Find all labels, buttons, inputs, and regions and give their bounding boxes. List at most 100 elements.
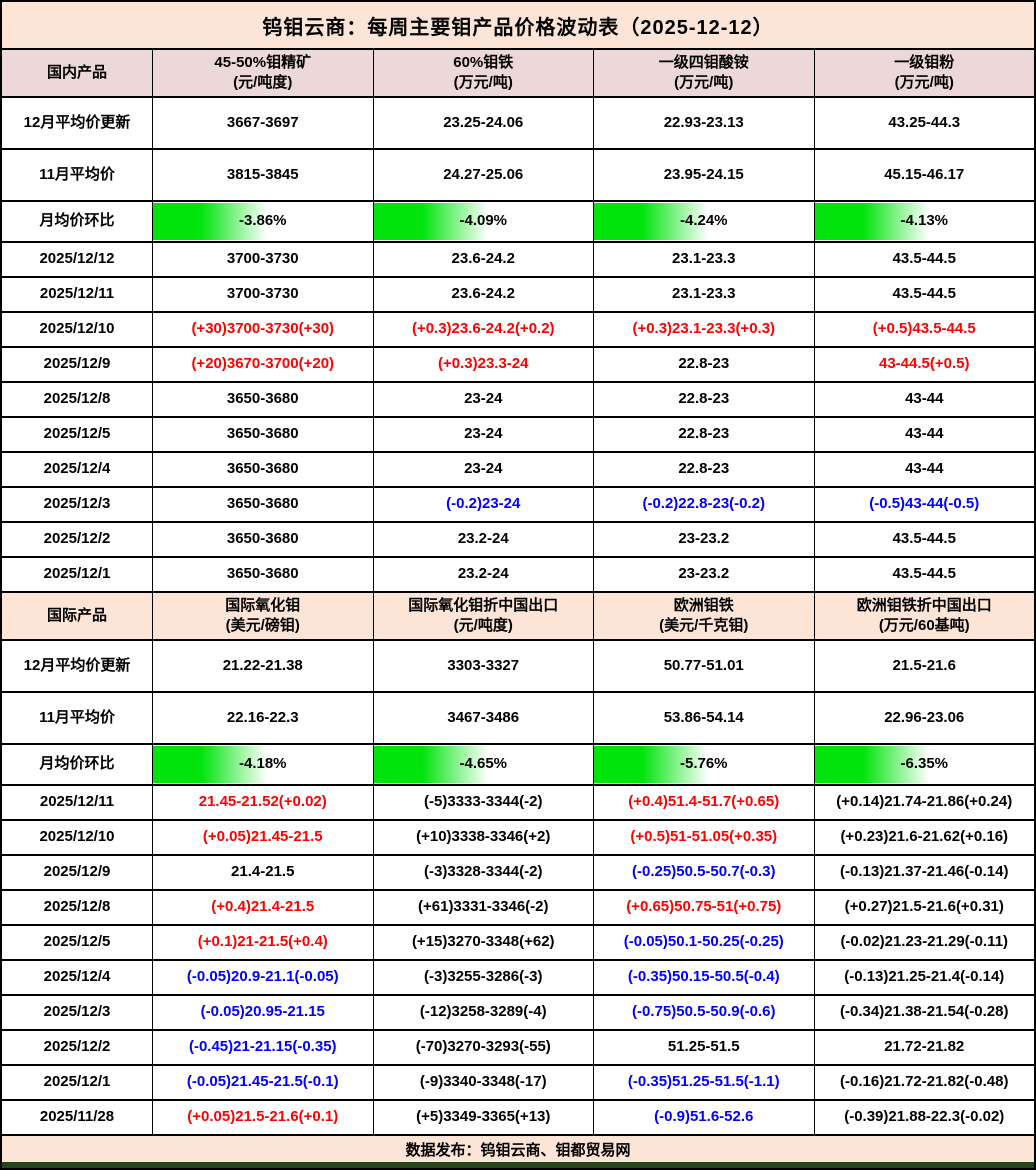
- table-row: 12月平均价更新 21.22-21.38 3303-3327 50.77-51.01 2…: [2, 639, 1034, 691]
- price-value: -5.76%: [679, 755, 728, 773]
- price-value: (+0.3)23.6-24.2(+0.2): [411, 320, 555, 338]
- price-value: 22.8-23: [678, 425, 730, 443]
- column-header: 45-50%钼精矿 (元/吨度): [152, 50, 373, 96]
- price-cell: 43.25-44.3: [813, 98, 1035, 148]
- price-value: 21.5-21.6: [892, 656, 956, 674]
- price-cell: 3700-3730: [152, 243, 373, 276]
- table-row: 2025/12/9 (+20)3670-3700(+20) (+0.3)23.3-2…: [2, 346, 1034, 381]
- price-cell: 23-23.2: [593, 558, 814, 591]
- row-label: 2025/11/28: [39, 1108, 115, 1126]
- price-cell: 21.5-21.6: [813, 641, 1035, 691]
- price-cell: (-0.13)21.25-21.4(-0.14): [813, 961, 1035, 994]
- price-value: (+0.4)51.4-51.7(+0.65): [628, 793, 780, 811]
- price-value: (+0.1)21-21.5(+0.4): [197, 933, 328, 951]
- price-cell: (+15)3270-3348(+62): [372, 926, 594, 959]
- price-cell: (-0.45)21-21.15(-0.35): [152, 1031, 373, 1064]
- price-cell: (+61)3331-3346(-2): [372, 891, 594, 924]
- price-cell: (-9)3340-3348(-17): [372, 1066, 594, 1099]
- price-value: (+0.5)51-51.05(+0.35): [630, 828, 778, 846]
- price-value: 23-23.2: [678, 565, 730, 583]
- price-value: 23.1-23.3: [672, 285, 736, 303]
- price-value: 43.25-44.3: [888, 113, 961, 131]
- price-cell: 3650-3680: [152, 453, 373, 486]
- price-value: (-0.05)21.45-21.5(-0.1): [186, 1073, 339, 1091]
- row-label: 2025/12/4: [43, 968, 111, 986]
- row-label: 2025/12/9: [43, 863, 111, 881]
- price-cell: 43.5-44.5: [813, 558, 1035, 591]
- price-cell: 43-44: [813, 383, 1035, 416]
- price-value: 3650-3680: [226, 460, 299, 478]
- price-value: 23.95-24.15: [663, 165, 744, 183]
- price-cell: 23.1-23.3: [593, 278, 814, 311]
- row-label: 2025/12/10: [39, 320, 115, 338]
- bottom-strip: [2, 1162, 1034, 1168]
- price-value: 43.5-44.5: [892, 250, 956, 268]
- price-cell: 50.77-51.01: [593, 641, 814, 691]
- price-value: (-12)3258-3289(-4): [419, 1003, 547, 1021]
- price-value: 3815-3845: [226, 165, 299, 183]
- price-cell: (+0.65)50.75-51(+0.75): [593, 891, 814, 924]
- price-cell: 22.8-23: [593, 348, 814, 381]
- price-value: 3467-3486: [447, 708, 520, 726]
- price-cell: (+0.3)23.6-24.2(+0.2): [372, 313, 594, 346]
- price-cell: 3650-3680: [152, 418, 373, 451]
- price-cell: 23-24: [372, 453, 594, 486]
- ratio-bar: [373, 203, 488, 240]
- price-cell: -4.65%: [372, 745, 594, 784]
- ratio-bar: [153, 203, 268, 240]
- row-label: 2025/12/1: [43, 565, 111, 583]
- price-cell: 51.25-51.5: [593, 1031, 814, 1064]
- price-cell: (-0.75)50.5-50.9(-0.6): [593, 996, 814, 1029]
- price-cell: (+20)3670-3700(+20): [152, 348, 373, 381]
- price-cell: 3700-3730: [152, 278, 373, 311]
- table-row: 2025/12/3 (-0.05)20.95-21.15 (-12)3258-328…: [2, 994, 1034, 1029]
- price-cell: (+0.4)21.4-21.5: [152, 891, 373, 924]
- price-value: (-0.45)21-21.15(-0.35): [188, 1038, 337, 1056]
- ratio-bar: [594, 746, 709, 783]
- price-cell: 43.5-44.5: [813, 523, 1035, 556]
- price-value: -4.18%: [238, 755, 287, 773]
- table-row: 2025/12/11 21.45-21.52(+0.02) (-5)3333-334…: [2, 784, 1034, 819]
- price-value: 3667-3697: [226, 113, 299, 131]
- price-cell: (+30)3700-3730(+30): [152, 313, 373, 346]
- row-label: 2025/12/5: [43, 933, 111, 951]
- price-cell: 23.95-24.15: [593, 150, 814, 200]
- section-header-row-domestic: 国内产品 45-50%钼精矿 (元/吨度) 60%钼铁 (万元/吨) 一级四钼酸铵 (…: [2, 48, 1034, 96]
- price-cell: 23-23.2: [593, 523, 814, 556]
- table-row: 2025/12/9 21.4-21.5 (-3)3328-3344(-2) (-0.2…: [2, 854, 1034, 889]
- column-header: 一级四钼酸铵 (万元/吨): [593, 50, 814, 96]
- price-value: (+0.27)21.5-21.6(+0.31): [844, 898, 1004, 916]
- price-value: (-0.05)20.9-21.1(-0.05): [186, 968, 339, 986]
- row-label: 2025/12/1: [43, 1073, 111, 1091]
- table-row: 2025/12/2 (-0.45)21-21.15(-0.35) (-70)3270…: [2, 1029, 1034, 1064]
- price-cell: (-0.25)50.5-50.7(-0.3): [593, 856, 814, 889]
- price-value: (-0.35)50.15-50.5(-0.4): [627, 968, 780, 986]
- row-label: 月均价环比: [39, 212, 115, 230]
- row-label: 2025/12/8: [43, 898, 111, 916]
- row-label: 2025/12/11: [39, 285, 115, 303]
- price-cell: 22.8-23: [593, 383, 814, 416]
- price-cell: (+0.4)51.4-51.7(+0.65): [593, 786, 814, 819]
- row-label: 2025/12/5: [43, 425, 111, 443]
- price-cell: 21.22-21.38: [152, 641, 373, 691]
- price-value: (-0.02)21.23-21.29(-0.11): [840, 933, 1009, 951]
- row-label: 2025/12/10: [39, 828, 115, 846]
- price-cell: (-0.35)51.25-51.5(-1.1): [593, 1066, 814, 1099]
- price-value: (-0.35)51.25-51.5(-1.1): [627, 1073, 780, 1091]
- price-value: 22.8-23: [678, 460, 730, 478]
- price-value: 43.5-44.5: [892, 565, 956, 583]
- price-cell: (-0.13)21.37-21.46(-0.14): [813, 856, 1035, 889]
- column-header: 国际氧化钼折中国出口 (元/吨度): [372, 593, 594, 639]
- price-value: 22.16-22.3: [226, 708, 299, 726]
- price-value: (-0.05)20.95-21.15: [200, 1003, 325, 1021]
- table-row: 2025/12/5 (+0.1)21-21.5(+0.4) (+15)3270-33…: [2, 924, 1034, 959]
- price-value: -4.65%: [459, 755, 508, 773]
- price-value: 23.25-24.06: [443, 113, 524, 131]
- price-value: (+15)3270-3348(+62): [411, 933, 555, 951]
- price-value: 3303-3327: [447, 656, 520, 674]
- row-label: 月均价环比: [39, 755, 115, 773]
- table-row: 月均价环比 -4.18% -4.65% -5.76% -6.35%: [2, 743, 1034, 784]
- price-value: -4.13%: [900, 212, 949, 230]
- price-value: (-0.9)51.6-52.6: [654, 1108, 754, 1126]
- price-cell: 23.25-24.06: [372, 98, 594, 148]
